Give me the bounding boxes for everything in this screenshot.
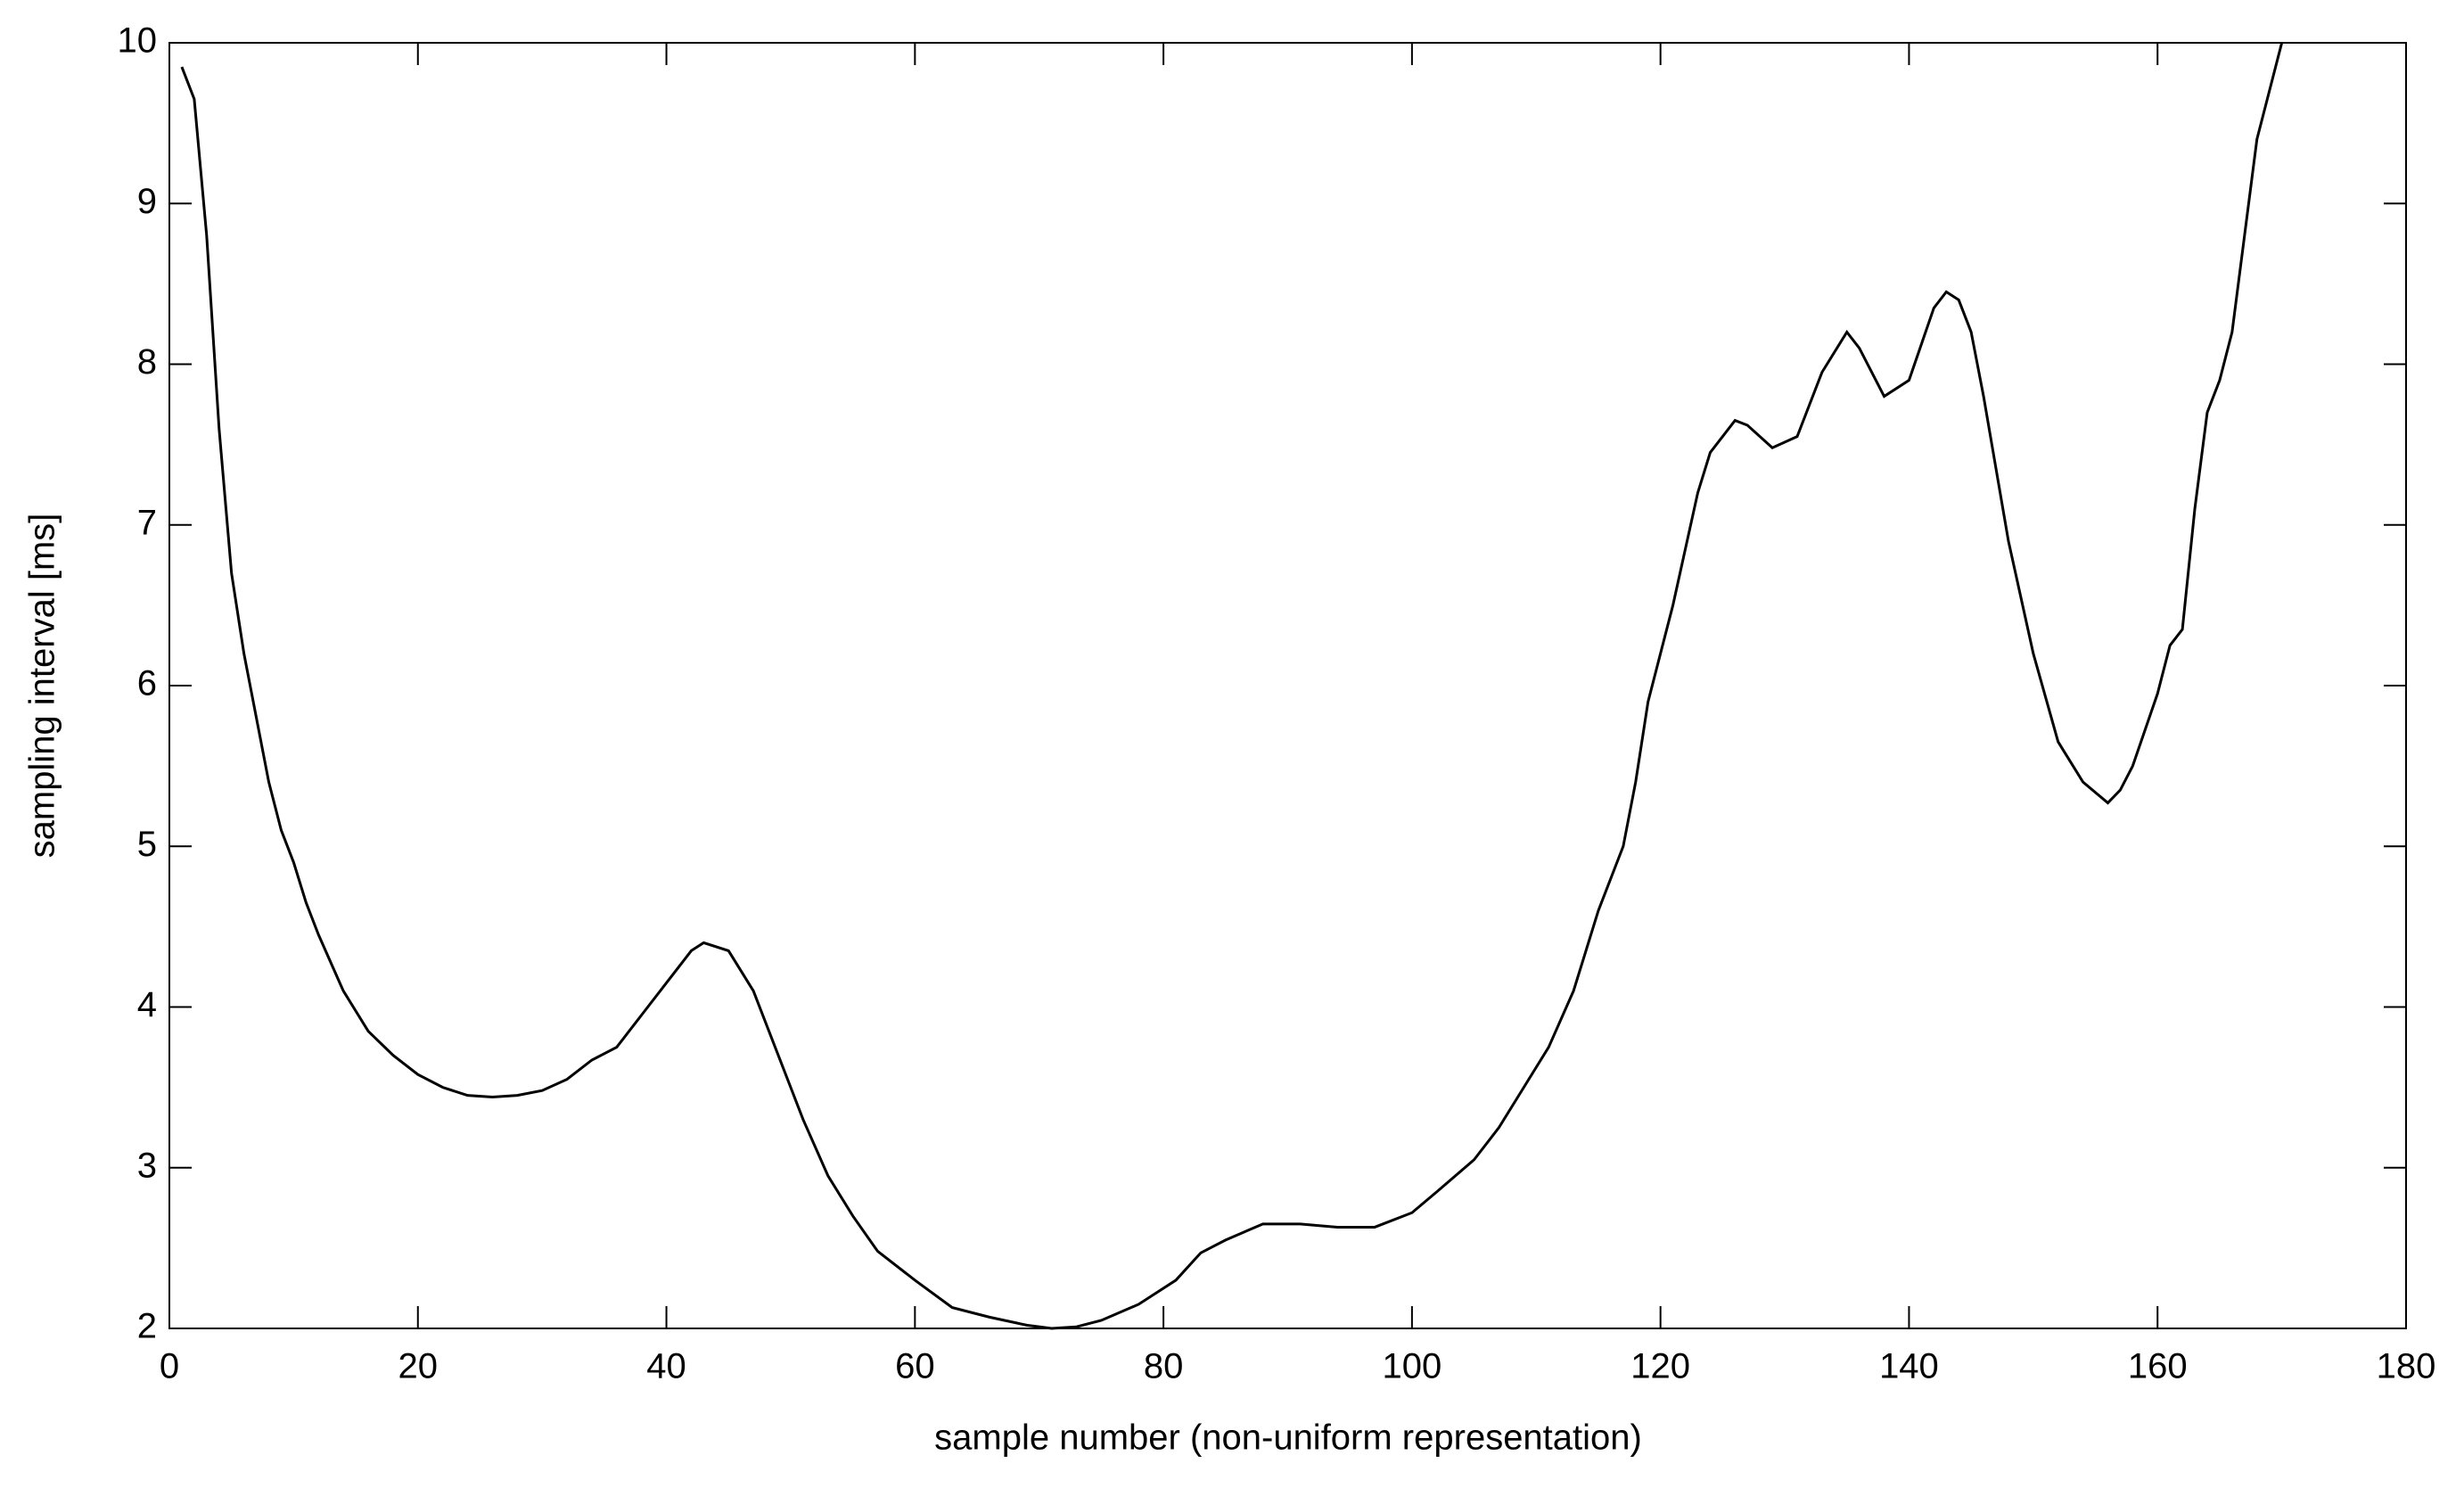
x-axis-label: sample number (non-uniform representatio… (934, 1418, 1642, 1458)
plot-frame (168, 42, 2407, 1329)
y-tick-label: 2 (137, 1307, 157, 1346)
x-tick-label: 180 (2377, 1347, 2436, 1386)
y-tick-label: 9 (137, 182, 157, 221)
y-axis-label: sampling interval [ms] (23, 514, 62, 859)
y-tick-label: 8 (137, 342, 157, 382)
y-tick-label: 5 (137, 825, 157, 864)
x-tick-label: 80 (1144, 1347, 1184, 1386)
y-tick-label: 7 (137, 503, 157, 542)
y-tick-label: 4 (137, 985, 157, 1024)
data-line (180, 42, 2284, 1330)
x-tick-label: 140 (1879, 1347, 1939, 1386)
y-tick-label: 6 (137, 664, 157, 703)
x-tick-label: 100 (1383, 1347, 1442, 1386)
x-tick-label: 120 (1630, 1347, 1690, 1386)
y-tick-label: 3 (137, 1146, 157, 1185)
x-tick-label: 60 (895, 1347, 935, 1386)
x-tick-label: 160 (2128, 1347, 2188, 1386)
x-tick-label: 20 (398, 1347, 439, 1386)
x-tick-label: 40 (646, 1347, 686, 1386)
y-tick-label: 10 (118, 21, 158, 61)
x-tick-label: 0 (160, 1347, 179, 1386)
